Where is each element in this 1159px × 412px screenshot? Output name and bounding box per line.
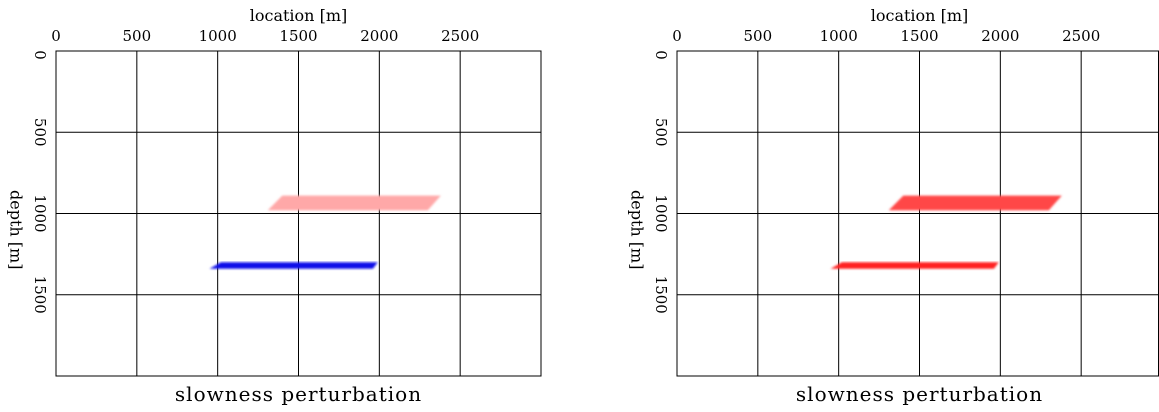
x-tick-label-3: 1500	[279, 27, 317, 45]
y-tick-label-3: 1500	[31, 276, 49, 314]
y-tick-label-0: 0	[652, 50, 670, 60]
x-tick-label-0: 0	[51, 27, 61, 45]
y-tick-label-1: 500	[31, 118, 49, 147]
x-axis-label: location [m]	[871, 6, 968, 25]
x-tick-label-0: 0	[672, 27, 682, 45]
y-tick-label-1: 500	[652, 118, 670, 147]
perturbation-shape-1	[209, 262, 378, 269]
plot-caption: slowness perturbation	[175, 382, 422, 406]
y-tick-label-2: 1000	[652, 194, 670, 232]
right-panel: 0 500 1000 1500 2000 2500 0 500 1000 1500 locati…	[628, 6, 1159, 406]
plot-caption: slowness perturbation	[796, 382, 1043, 406]
x-tick-label-5: 2500	[441, 27, 479, 45]
x-tick-label-1: 500	[744, 27, 773, 45]
x-tick-label-4: 2000	[981, 27, 1019, 45]
x-tick-label-4: 2000	[360, 27, 398, 45]
perturbation-shape-0	[888, 195, 1062, 211]
perturbation-shapes	[830, 195, 1062, 269]
x-tick-labels: 0 500 1000 1500 2000 2500	[51, 27, 479, 45]
x-tick-label-3: 1500	[900, 27, 938, 45]
y-axis-label: depth [m]	[7, 190, 26, 269]
grid-lines	[56, 51, 541, 376]
x-axis-label: location [m]	[250, 6, 347, 25]
x-tick-label-2: 1000	[199, 27, 237, 45]
perturbation-shape-1	[830, 262, 999, 269]
y-tick-label-3: 1500	[652, 276, 670, 314]
y-tick-labels: 0 500 1000 1500	[31, 50, 49, 314]
perturbation-shape-0	[267, 195, 441, 211]
x-tick-label-2: 1000	[820, 27, 858, 45]
perturbation-shapes	[209, 195, 441, 269]
y-tick-label-2: 1000	[31, 194, 49, 232]
y-axis-label: depth [m]	[628, 190, 647, 269]
plot-frame	[55, 50, 542, 377]
left-panel: 0 500 1000 1500 2000 2500 0 500 1000 1500 locati…	[7, 6, 542, 406]
grid-lines	[677, 51, 1159, 376]
y-tick-labels: 0 500 1000 1500	[652, 50, 670, 314]
x-tick-label-1: 500	[123, 27, 152, 45]
y-tick-label-0: 0	[31, 50, 49, 60]
x-tick-label-5: 2500	[1062, 27, 1100, 45]
x-tick-labels: 0 500 1000 1500 2000 2500	[672, 27, 1100, 45]
